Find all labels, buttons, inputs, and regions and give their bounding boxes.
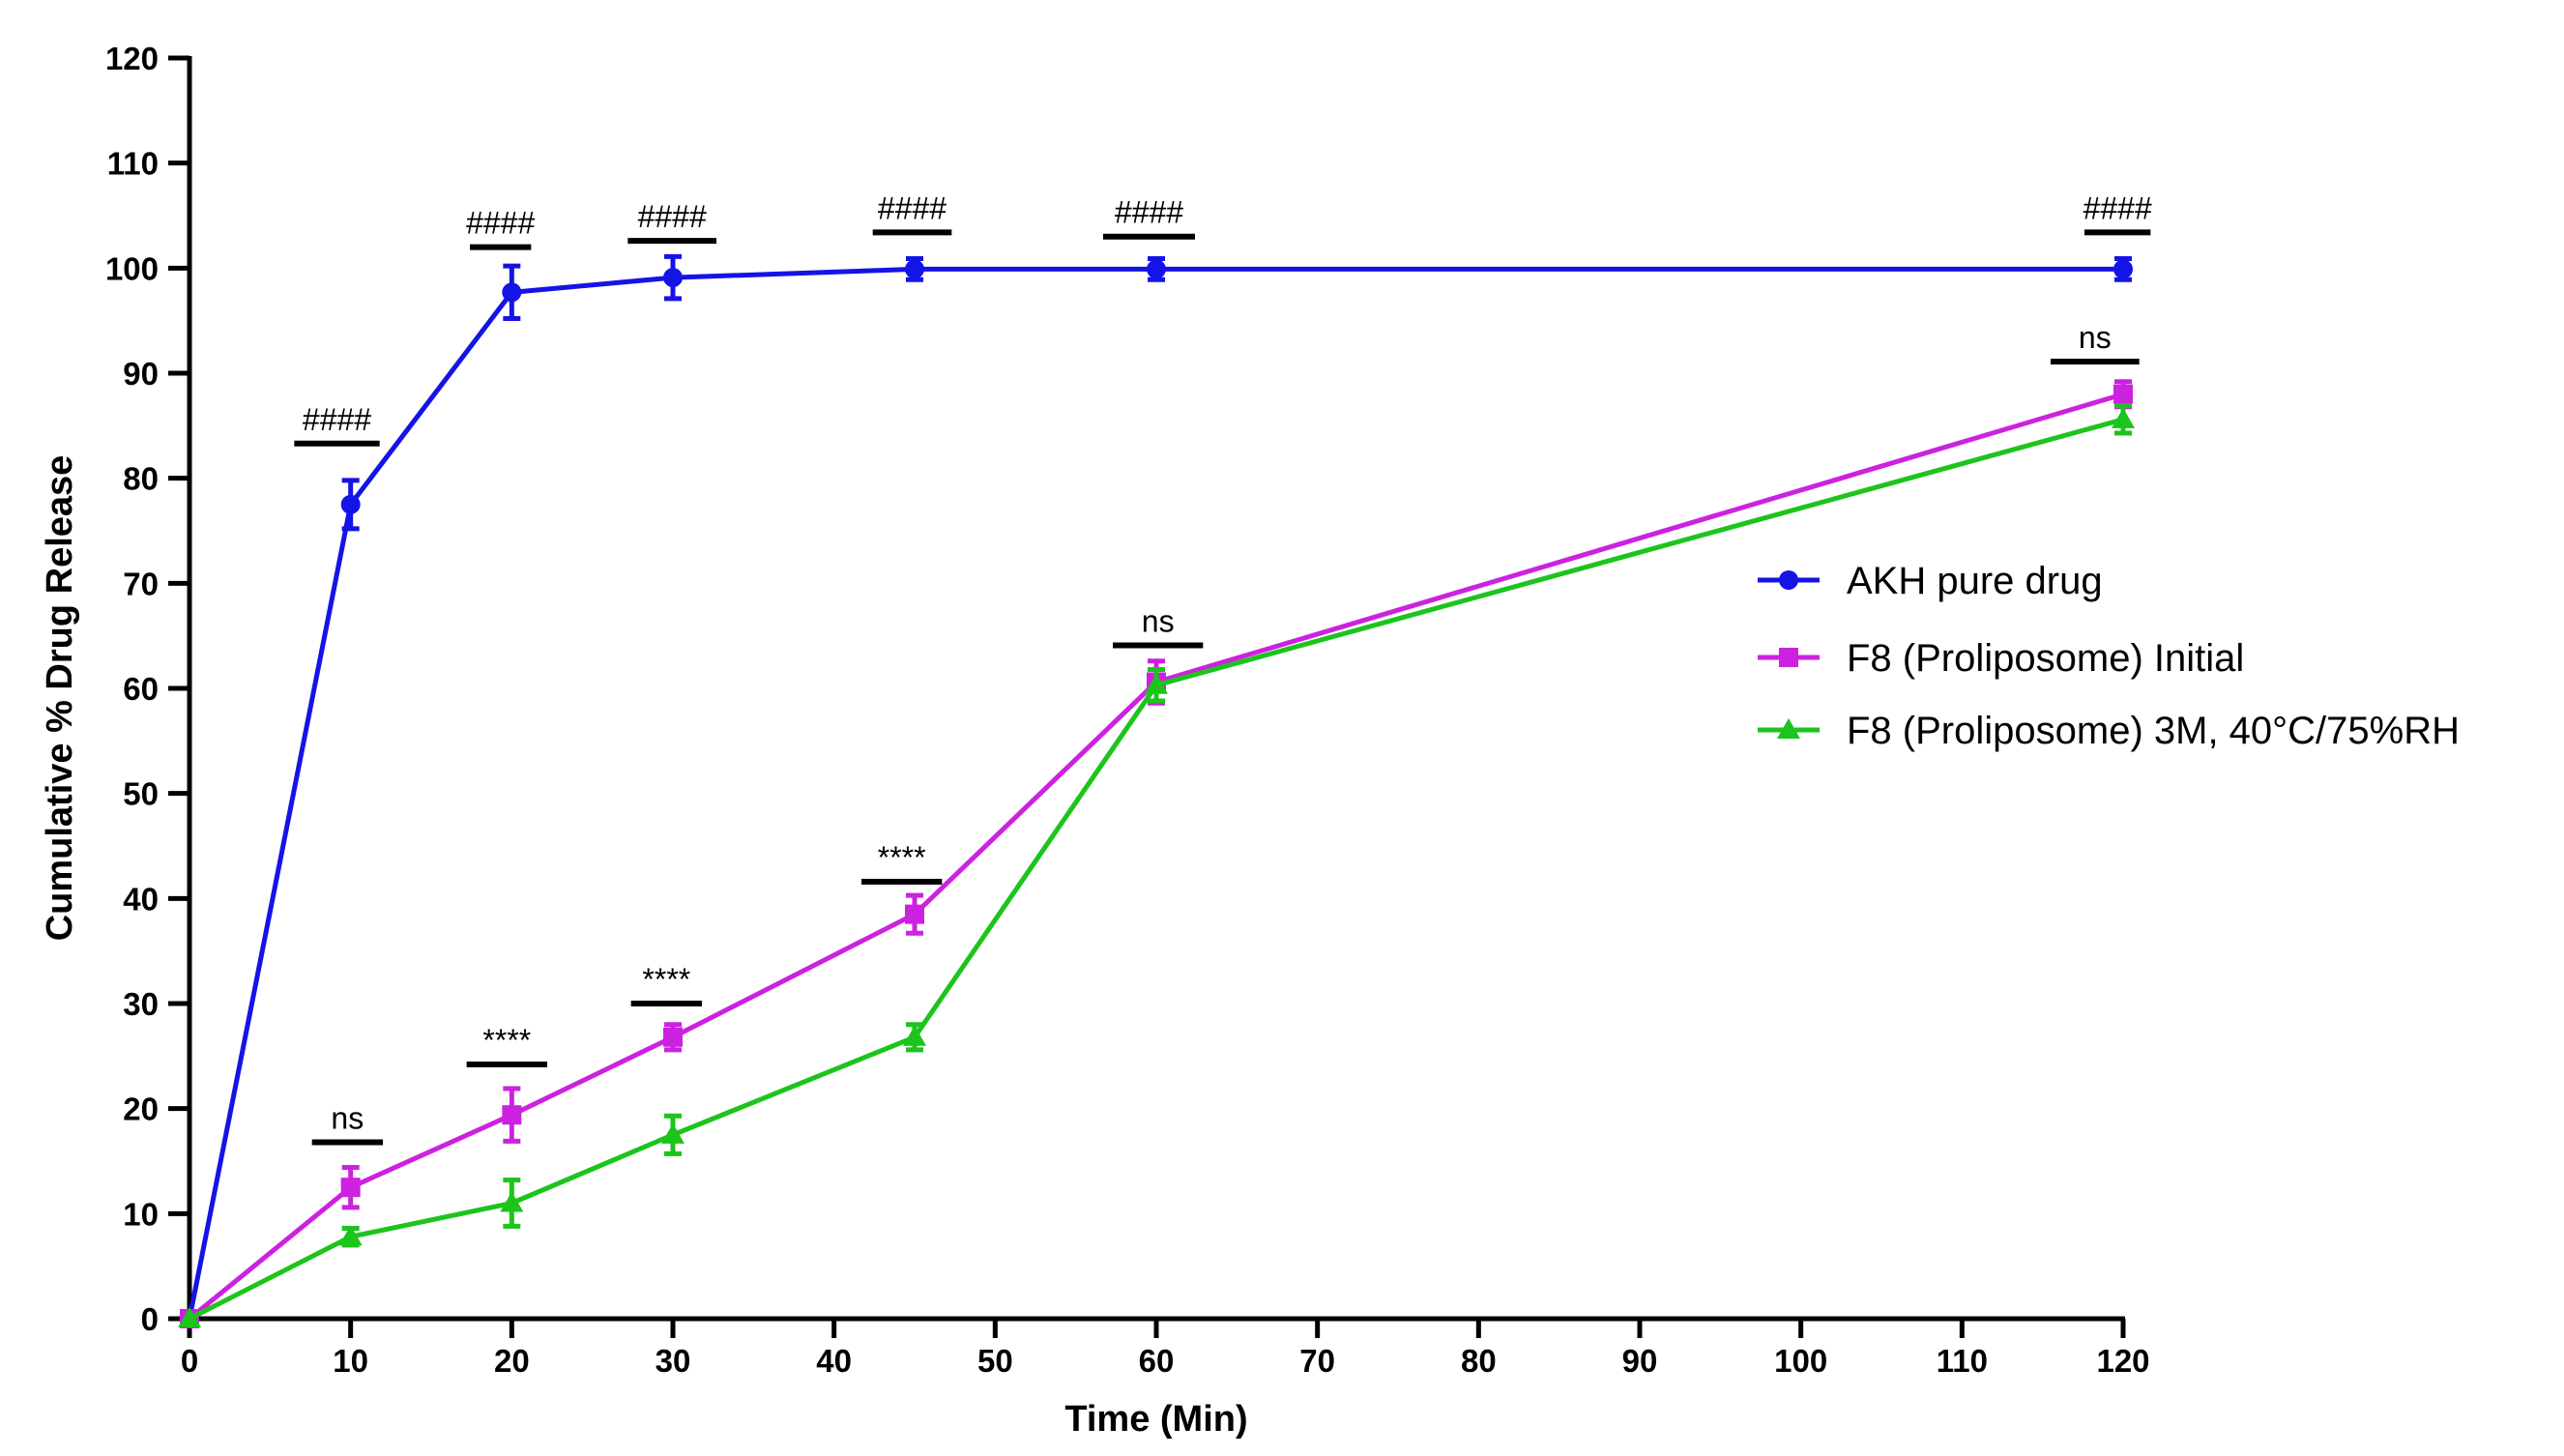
data-point — [340, 1178, 361, 1198]
significance-label: ns — [2079, 320, 2112, 355]
x-tick-label: 50 — [977, 1343, 1013, 1379]
significance-label: #### — [878, 190, 947, 225]
series-line — [188, 392, 2124, 1321]
series-2 — [180, 379, 2133, 1328]
significance-label: #### — [466, 206, 535, 241]
data-point — [2112, 407, 2135, 428]
axes: 0 10 20 30 40 50 60 70 80 90 100 110 120 0 10 20 30 40 50 6… — [40, 41, 2150, 1440]
x-axis-title: Time (Min) — [1064, 1399, 1247, 1440]
y-tick-label: 60 — [123, 671, 159, 707]
legend-item-3: F8 (Proliposome) 3M, 40°C/75%RH — [1758, 710, 2460, 752]
legend-label: F8 (Proliposome) Initial — [1847, 637, 2244, 680]
y-tick-label: 120 — [105, 41, 159, 76]
data-point — [502, 282, 522, 303]
legend-item-2: F8 (Proliposome) Initial — [1758, 637, 2244, 680]
legend-marker — [1779, 570, 1798, 590]
significance-label: **** — [878, 840, 926, 875]
y-tick-label: 80 — [123, 461, 159, 497]
data-point — [663, 268, 683, 288]
y-tick-label: 0 — [141, 1301, 159, 1337]
significance-label: ns — [1142, 603, 1175, 638]
data-point — [2113, 384, 2133, 404]
y-tick-label: 10 — [123, 1196, 159, 1232]
y-tick-label: 90 — [123, 356, 159, 392]
significance-label: #### — [2083, 190, 2152, 225]
data-point — [903, 1025, 926, 1046]
significance-label: **** — [482, 1023, 531, 1058]
series-line — [187, 266, 2123, 1320]
data-point — [340, 494, 361, 514]
data-series — [178, 253, 2135, 1328]
significance-label: ns — [331, 1100, 364, 1135]
x-tick-label: 40 — [816, 1343, 852, 1379]
significance-annotations: #### #### #### #### #### #### ns **** **** **** ns… — [294, 190, 2152, 1146]
x-tick-label: 70 — [1299, 1343, 1335, 1379]
x-tick-label: 110 — [1937, 1343, 1988, 1379]
x-tick-label: 120 — [2096, 1343, 2149, 1379]
x-tick-label: 20 — [494, 1343, 530, 1379]
data-point — [500, 1191, 524, 1212]
x-tick-label: 100 — [1774, 1343, 1827, 1379]
x-tick-label: 60 — [1139, 1343, 1175, 1379]
legend-item-1: AKH pure drug — [1758, 560, 2103, 602]
y-tick-label: 70 — [123, 566, 159, 601]
y-tick-label: 40 — [123, 881, 159, 917]
significance-label: #### — [638, 199, 707, 234]
x-tick-label: 30 — [656, 1343, 691, 1379]
y-tick-label: 100 — [105, 250, 159, 286]
legend-label: F8 (Proliposome) 3M, 40°C/75%RH — [1847, 710, 2460, 752]
x-tick-label: 90 — [1622, 1343, 1658, 1379]
data-point — [502, 1105, 522, 1125]
significance-label: #### — [1115, 195, 1183, 230]
y-axis-title: Cumulative % Drug Release — [40, 455, 80, 942]
y-tick-label: 110 — [107, 146, 159, 182]
legend-label: AKH pure drug — [1847, 560, 2103, 602]
x-tick-label: 0 — [181, 1343, 198, 1379]
data-point — [178, 1307, 201, 1327]
x-tick-label: 80 — [1461, 1343, 1497, 1379]
y-tick-label: 30 — [123, 986, 159, 1022]
data-point — [338, 1225, 363, 1246]
y-tick-label: 20 — [123, 1092, 159, 1127]
legend-marker — [1777, 718, 1800, 739]
legend: AKH pure drug F8 (Proliposome) Initial F8 … — [1758, 560, 2460, 752]
legend-marker — [1779, 648, 1798, 667]
significance-label: **** — [642, 962, 690, 997]
data-point — [905, 904, 924, 924]
data-point — [1145, 673, 1168, 694]
data-point — [2113, 259, 2133, 279]
data-point — [1147, 259, 1166, 279]
significance-label: #### — [303, 402, 371, 437]
x-tick-label: 10 — [333, 1343, 368, 1379]
y-tick-label: 50 — [123, 776, 159, 812]
series-line — [188, 417, 2124, 1322]
data-point — [661, 1122, 685, 1144]
data-point — [663, 1027, 683, 1047]
series-1 — [180, 253, 2133, 1328]
series-3 — [178, 403, 2135, 1327]
data-point — [905, 259, 924, 279]
